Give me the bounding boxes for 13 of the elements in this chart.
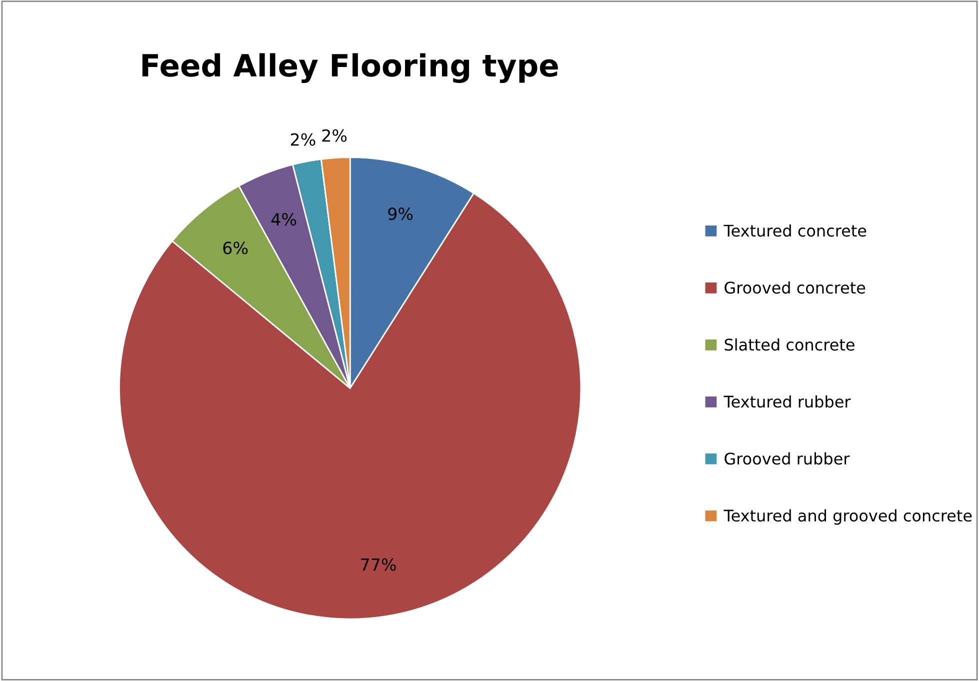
legend-label: Slatted concrete — [724, 338, 854, 351]
legend-label: Grooved concrete — [724, 281, 866, 294]
data-label: 2% — [290, 133, 316, 146]
data-label: 6% — [223, 242, 248, 254]
legend-label: Textured and grooved concrete — [724, 509, 972, 525]
legend-label: Textured concrete — [724, 224, 866, 237]
data-label: 9% — [388, 207, 413, 220]
data-label: 2% — [322, 129, 347, 142]
data-label: 77% — [361, 558, 396, 571]
legend-label: Grooved rubber — [724, 452, 850, 465]
data-label: 4% — [271, 212, 296, 226]
chart-title: Feed Alley Flooring type — [142, 53, 558, 84]
legend-label: Textured rubber — [724, 395, 851, 408]
